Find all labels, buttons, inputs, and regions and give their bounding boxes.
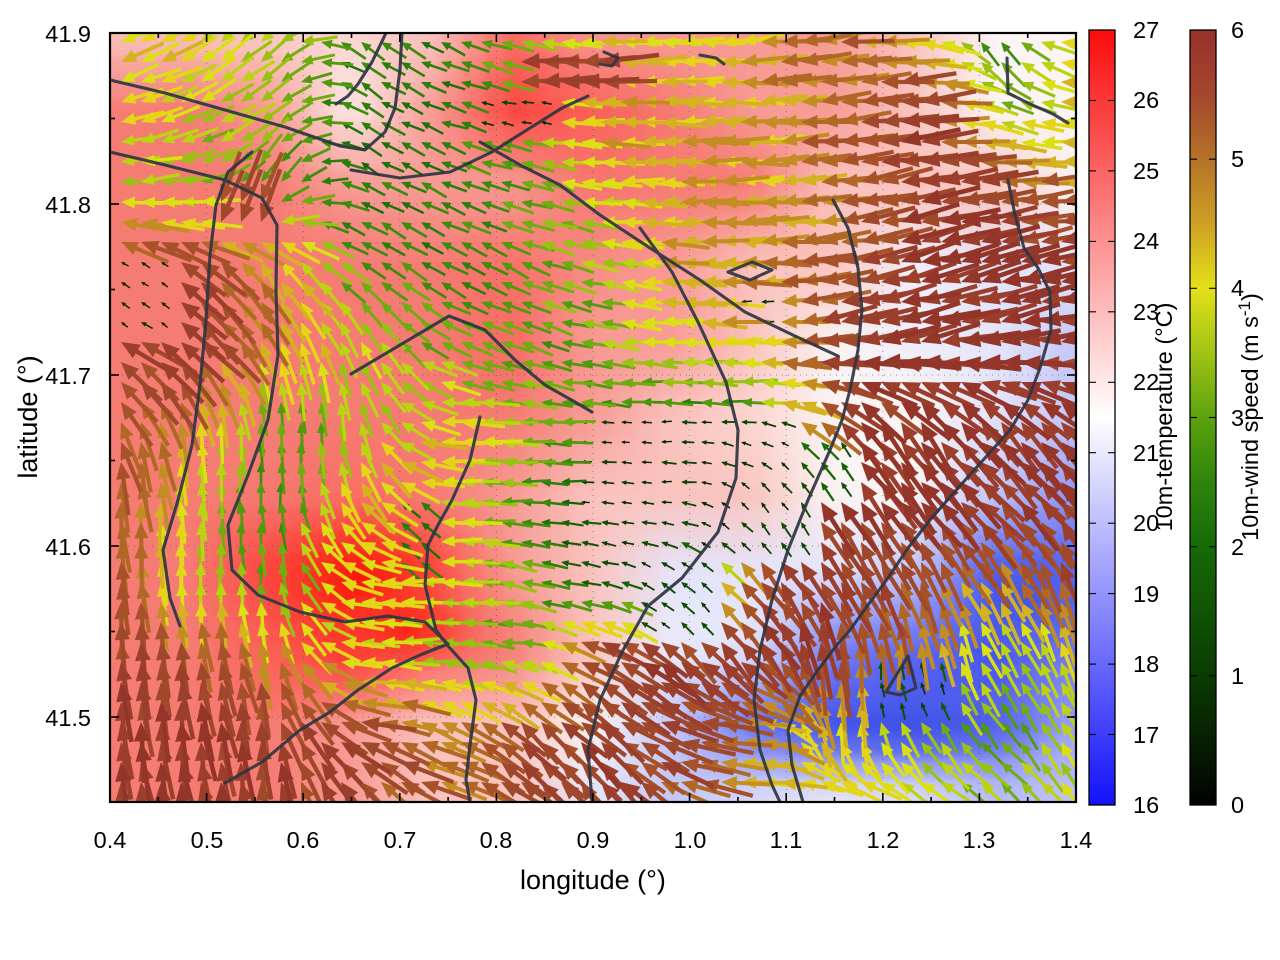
- svg-text:5: 5: [1231, 146, 1244, 172]
- svg-text:41.7: 41.7: [45, 363, 91, 389]
- svg-text:41.8: 41.8: [45, 192, 91, 218]
- svg-text:41.9: 41.9: [45, 21, 91, 47]
- svg-text:1.4: 1.4: [1060, 827, 1093, 853]
- svg-text:0.6: 0.6: [287, 827, 320, 853]
- svg-text:19: 19: [1133, 581, 1159, 607]
- svg-text:27: 27: [1133, 17, 1159, 43]
- svg-text:1.3: 1.3: [963, 827, 996, 853]
- svg-text:23: 23: [1133, 299, 1159, 325]
- svg-text:1: 1: [1231, 663, 1244, 689]
- svg-text:22: 22: [1133, 369, 1159, 395]
- svg-text:0.4: 0.4: [94, 827, 127, 853]
- svg-text:10m-temperature (°C): 10m-temperature (°C): [1151, 303, 1177, 532]
- svg-text:6: 6: [1231, 17, 1244, 43]
- svg-text:0.5: 0.5: [191, 827, 224, 853]
- svg-text:0.8: 0.8: [480, 827, 513, 853]
- svg-text:17: 17: [1133, 722, 1159, 748]
- svg-text:24: 24: [1133, 228, 1159, 254]
- svg-text:4: 4: [1231, 275, 1244, 301]
- svg-text:latitude (°): latitude (°): [13, 355, 43, 478]
- svg-text:1.0: 1.0: [674, 827, 707, 853]
- svg-text:21: 21: [1133, 440, 1159, 466]
- svg-text:41.5: 41.5: [45, 705, 91, 731]
- svg-text:41.6: 41.6: [45, 534, 91, 560]
- svg-text:10m-wind speed (m s-1): 10m-wind speed (m s-1): [1235, 293, 1263, 541]
- svg-text:1.2: 1.2: [867, 827, 900, 853]
- svg-text:3: 3: [1231, 405, 1244, 431]
- svg-text:0.9: 0.9: [577, 827, 610, 853]
- svg-text:18: 18: [1133, 651, 1159, 677]
- svg-text:2: 2: [1231, 534, 1244, 560]
- svg-text:longitude (°): longitude (°): [520, 865, 666, 895]
- svg-text:1.1: 1.1: [770, 827, 803, 853]
- svg-text:26: 26: [1133, 87, 1159, 113]
- svg-text:0: 0: [1231, 792, 1244, 818]
- svg-text:16: 16: [1133, 792, 1159, 818]
- svg-text:20: 20: [1133, 510, 1159, 536]
- svg-text:25: 25: [1133, 158, 1159, 184]
- svg-text:0.7: 0.7: [384, 827, 417, 853]
